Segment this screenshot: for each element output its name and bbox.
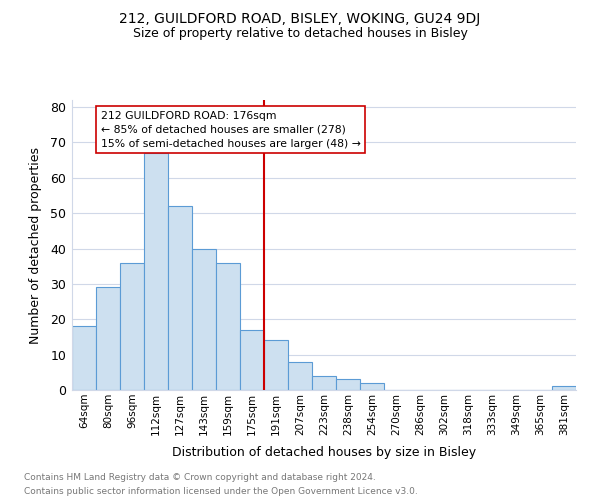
- Bar: [192, 248, 216, 390]
- Bar: [96, 288, 120, 390]
- Text: 212 GUILDFORD ROAD: 176sqm
← 85% of detached houses are smaller (278)
15% of sem: 212 GUILDFORD ROAD: 176sqm ← 85% of deta…: [101, 110, 361, 148]
- Bar: [216, 262, 240, 390]
- Bar: [144, 153, 168, 390]
- Text: Contains public sector information licensed under the Open Government Licence v3: Contains public sector information licen…: [24, 488, 418, 496]
- Bar: [312, 376, 336, 390]
- Bar: [360, 383, 384, 390]
- Bar: [552, 386, 576, 390]
- Bar: [120, 262, 144, 390]
- Text: Size of property relative to detached houses in Bisley: Size of property relative to detached ho…: [133, 28, 467, 40]
- X-axis label: Distribution of detached houses by size in Bisley: Distribution of detached houses by size …: [172, 446, 476, 459]
- Text: Contains HM Land Registry data © Crown copyright and database right 2024.: Contains HM Land Registry data © Crown c…: [24, 472, 376, 482]
- Bar: [168, 206, 192, 390]
- Bar: [72, 326, 96, 390]
- Bar: [240, 330, 264, 390]
- Bar: [288, 362, 312, 390]
- Text: 212, GUILDFORD ROAD, BISLEY, WOKING, GU24 9DJ: 212, GUILDFORD ROAD, BISLEY, WOKING, GU2…: [119, 12, 481, 26]
- Bar: [264, 340, 288, 390]
- Y-axis label: Number of detached properties: Number of detached properties: [29, 146, 42, 344]
- Bar: [336, 380, 360, 390]
